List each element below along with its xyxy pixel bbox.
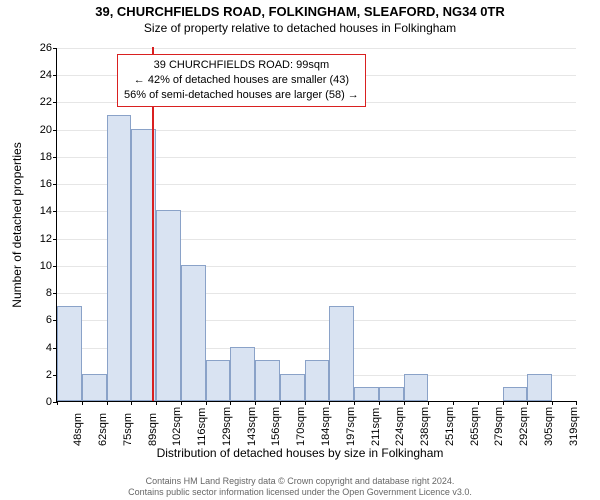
histogram-bar bbox=[305, 360, 330, 401]
histogram-bar bbox=[107, 115, 132, 401]
histogram-bar bbox=[527, 374, 552, 401]
y-tick-label: 20 bbox=[28, 124, 52, 136]
x-tick-label: 211sqm bbox=[370, 408, 382, 446]
y-tick-label: 26 bbox=[28, 42, 52, 54]
x-tick-label: 102sqm bbox=[171, 407, 183, 446]
page-title: 39, CHURCHFIELDS ROAD, FOLKINGHAM, SLEAF… bbox=[0, 4, 600, 19]
x-tick-mark bbox=[181, 401, 182, 405]
histogram-bar bbox=[329, 306, 354, 401]
histogram-bar bbox=[280, 374, 305, 401]
y-tick-label: 6 bbox=[28, 314, 52, 326]
x-tick-mark bbox=[280, 401, 281, 405]
x-axis-label: Distribution of detached houses by size … bbox=[0, 446, 600, 460]
y-axis-label: Number of detached properties bbox=[10, 142, 24, 307]
x-tick-label: 129sqm bbox=[221, 407, 233, 446]
x-tick-mark bbox=[428, 401, 429, 405]
y-tick-label: 0 bbox=[28, 396, 52, 408]
y-tick-label: 2 bbox=[28, 369, 52, 381]
highlight-info-box: 39 CHURCHFIELDS ROAD: 99sqm← 42% of deta… bbox=[117, 54, 366, 107]
info-box-line: ← 42% of detached houses are smaller (43… bbox=[124, 73, 359, 88]
y-tick-label: 14 bbox=[28, 205, 52, 217]
x-tick-mark bbox=[57, 401, 58, 405]
x-tick-mark bbox=[255, 401, 256, 405]
y-tick-mark bbox=[53, 266, 57, 267]
x-tick-label: 184sqm bbox=[320, 407, 332, 446]
histogram-bar bbox=[57, 306, 82, 401]
x-tick-mark bbox=[230, 401, 231, 405]
y-tick-mark bbox=[53, 48, 57, 49]
y-tick-label: 10 bbox=[28, 260, 52, 272]
x-tick-mark bbox=[354, 401, 355, 405]
y-tick-label: 16 bbox=[28, 178, 52, 190]
footer-attribution: Contains HM Land Registry data © Crown c… bbox=[0, 476, 600, 499]
y-tick-label: 12 bbox=[28, 233, 52, 245]
y-tick-mark bbox=[53, 130, 57, 131]
x-tick-mark bbox=[305, 401, 306, 405]
y-tick-mark bbox=[53, 157, 57, 158]
footer-line-2: Contains public sector information licen… bbox=[0, 487, 600, 498]
y-tick-mark bbox=[53, 211, 57, 212]
x-tick-mark bbox=[156, 401, 157, 405]
x-tick-mark bbox=[404, 401, 405, 405]
y-tick-label: 18 bbox=[28, 151, 52, 163]
histogram-bar bbox=[230, 347, 255, 401]
x-tick-label: 170sqm bbox=[295, 407, 307, 446]
x-tick-mark bbox=[379, 401, 380, 405]
footer-line-1: Contains HM Land Registry data © Crown c… bbox=[0, 476, 600, 487]
y-tick-mark bbox=[53, 75, 57, 76]
plot-area: 39 CHURCHFIELDS ROAD: 99sqm← 42% of deta… bbox=[56, 48, 576, 402]
histogram-bar bbox=[206, 360, 231, 401]
y-tick-label: 24 bbox=[28, 69, 52, 81]
x-tick-mark bbox=[552, 401, 553, 405]
x-tick-mark bbox=[131, 401, 132, 405]
y-tick-label: 8 bbox=[28, 287, 52, 299]
x-tick-label: 279sqm bbox=[493, 407, 505, 446]
y-tick-mark bbox=[53, 184, 57, 185]
x-tick-label: 305sqm bbox=[543, 407, 555, 446]
histogram-bar bbox=[255, 360, 280, 401]
x-tick-mark bbox=[527, 401, 528, 405]
x-tick-label: 89sqm bbox=[147, 413, 159, 446]
x-tick-mark bbox=[329, 401, 330, 405]
x-tick-label: 224sqm bbox=[394, 407, 406, 446]
info-box-line: 56% of semi-detached houses are larger (… bbox=[124, 88, 359, 103]
histogram-bar bbox=[82, 374, 107, 401]
y-tick-label: 4 bbox=[28, 342, 52, 354]
info-box-line: 39 CHURCHFIELDS ROAD: 99sqm bbox=[124, 58, 359, 73]
x-tick-label: 292sqm bbox=[518, 407, 530, 446]
histogram-bar bbox=[404, 374, 429, 401]
page-subtitle: Size of property relative to detached ho… bbox=[0, 21, 600, 35]
x-tick-mark bbox=[82, 401, 83, 405]
histogram-bar bbox=[181, 265, 206, 401]
x-tick-mark bbox=[503, 401, 504, 405]
y-tick-mark bbox=[53, 102, 57, 103]
y-tick-mark bbox=[53, 239, 57, 240]
x-tick-mark bbox=[576, 401, 577, 405]
x-tick-label: 156sqm bbox=[270, 407, 282, 446]
x-tick-mark bbox=[453, 401, 454, 405]
y-tick-mark bbox=[53, 293, 57, 294]
x-tick-mark bbox=[478, 401, 479, 405]
y-tick-label: 22 bbox=[28, 96, 52, 108]
histogram-bar bbox=[354, 387, 379, 401]
histogram-chart: 39 CHURCHFIELDS ROAD: 99sqm← 42% of deta… bbox=[56, 48, 576, 402]
x-tick-label: 238sqm bbox=[419, 407, 431, 446]
x-tick-label: 143sqm bbox=[246, 407, 258, 446]
x-tick-label: 319sqm bbox=[568, 407, 580, 446]
x-tick-label: 75sqm bbox=[122, 413, 134, 446]
histogram-bar bbox=[379, 387, 404, 401]
histogram-bar bbox=[503, 387, 528, 401]
x-tick-label: 265sqm bbox=[469, 407, 481, 446]
histogram-bar bbox=[156, 210, 181, 401]
x-tick-label: 62sqm bbox=[97, 413, 109, 446]
gridline bbox=[57, 48, 576, 49]
x-tick-mark bbox=[107, 401, 108, 405]
x-tick-label: 116sqm bbox=[196, 408, 208, 446]
x-tick-mark bbox=[206, 401, 207, 405]
x-tick-label: 197sqm bbox=[345, 407, 357, 446]
x-tick-label: 48sqm bbox=[72, 413, 84, 446]
x-tick-label: 251sqm bbox=[444, 407, 456, 446]
